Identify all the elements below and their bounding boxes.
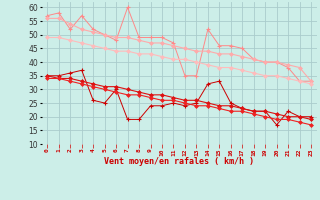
- X-axis label: Vent moyen/en rafales ( km/h ): Vent moyen/en rafales ( km/h ): [104, 157, 254, 166]
